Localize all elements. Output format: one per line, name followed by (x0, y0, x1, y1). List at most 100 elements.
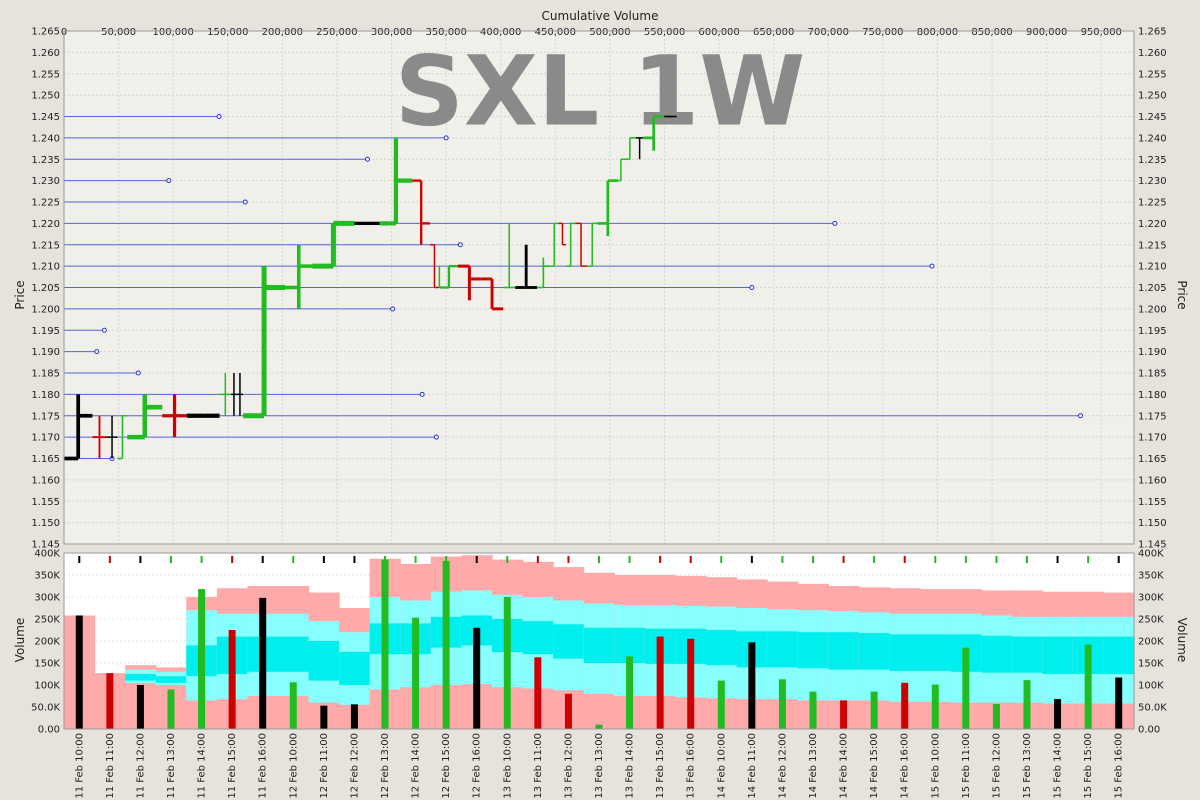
time-tick-label: 12 Feb 12:00 (349, 733, 360, 799)
price-tick-label-right: 1.145 (1138, 540, 1167, 551)
volume-band-inner (155, 676, 187, 683)
cumvol-tick-label: 150,000 (207, 27, 248, 38)
volume-bar (687, 638, 695, 729)
price-tick-label-right: 1.250 (1138, 91, 1167, 102)
time-tick-label: 15 Feb 10:00 (930, 733, 941, 799)
time-tick-label: 13 Feb 15:00 (655, 733, 666, 799)
time-tick-label: 13 Feb 12:00 (563, 733, 574, 799)
volume-band-inner (920, 634, 952, 671)
volume-tick-label-right: 350K (1138, 571, 1164, 582)
volume-bar (656, 636, 664, 729)
time-tick-label: 12 Feb 11:00 (319, 733, 330, 799)
volume-band-inner (889, 634, 921, 671)
price-tick-label-left: 1.165 (31, 454, 60, 465)
time-tick-label: 11 Feb 11:00 (105, 733, 116, 799)
time-tick-label: 13 Feb 16:00 (686, 733, 697, 799)
price-tick-label-right: 1.220 (1138, 219, 1167, 230)
price-level-marker (832, 220, 838, 226)
cumvol-tick-label: 200,000 (262, 27, 303, 38)
cumvol-tick-label: 700,000 (808, 27, 849, 38)
price-level-marker (749, 285, 755, 290)
time-tick-label: 12 Feb 15:00 (441, 733, 452, 799)
volume-tick-label-right: 50.0K (1138, 703, 1167, 714)
time-tick-label: 11 Feb 12:00 (135, 733, 146, 799)
price-tick-label-left: 1.205 (31, 283, 60, 294)
cumvol-tick-label: 400,000 (480, 27, 521, 38)
volume-bar (503, 597, 511, 729)
price-tick-label-left: 1.185 (31, 369, 60, 380)
price-tick-label-right: 1.265 (1138, 27, 1167, 38)
volume-band-inner (797, 632, 829, 669)
volume-bar (564, 693, 572, 729)
time-tick-label: 13 Feb 10:00 (502, 733, 513, 799)
volume-bar (412, 617, 420, 729)
volume-band-inner (767, 631, 799, 668)
price-tick-label-right: 1.245 (1138, 112, 1167, 123)
time-tick-label: 14 Feb 12:00 (777, 733, 788, 799)
cumvol-tick-label: 900,000 (1026, 27, 1067, 38)
volume-tick-label-left: 150K (34, 659, 60, 670)
volume-band-inner (278, 636, 310, 672)
volume-bar (381, 559, 389, 729)
price-level-marker (457, 242, 463, 248)
time-tick-label: 12 Feb 14:00 (411, 733, 422, 799)
volume-tick-label-right: 400K (1138, 549, 1164, 560)
axes: 1.145 1.145 1.150 1.150 1.155 1.155 1.160 1.160… (31, 27, 1167, 799)
time-tick-label: 15 Feb 15:00 (1083, 733, 1094, 799)
cumvol-tick-label: 350,000 (425, 27, 466, 38)
volume-bar (778, 679, 786, 729)
price-tick-label-left: 1.230 (31, 176, 60, 187)
volume-tick-label-left: 300K (34, 593, 60, 604)
price-tick-label-right: 1.170 (1138, 433, 1167, 444)
cumvol-tick-label: 850,000 (971, 27, 1012, 38)
price-tick-label-right: 1.190 (1138, 347, 1167, 358)
cumvol-tick-label: 600,000 (698, 27, 739, 38)
price-level-marker (94, 349, 100, 355)
cumvol-tick-label: 650,000 (753, 27, 794, 38)
time-tick-label: 12 Feb 13:00 (380, 733, 391, 799)
price-tick-label-left: 1.160 (31, 475, 60, 486)
volume-tick-label-right: 150K (1138, 659, 1164, 670)
volume-bar (870, 691, 878, 729)
ohlc-bars (64, 115, 677, 461)
price-level-marker (365, 156, 371, 162)
time-tick-label: 14 Feb 10:00 (716, 733, 727, 799)
price-level-marker (101, 327, 107, 333)
volume-band-inner (553, 624, 585, 659)
symbol-watermark: SXL 1W (395, 35, 805, 147)
price-tick-label-right: 1.195 (1138, 326, 1167, 337)
volume-band-inner (1042, 636, 1074, 674)
price-level-marker (135, 370, 141, 376)
time-tick-label: 14 Feb 13:00 (808, 733, 819, 799)
price-tick-label-left: 1.210 (31, 262, 60, 273)
price-tick-label-right: 1.160 (1138, 475, 1167, 486)
volume-band-inner (339, 652, 371, 685)
time-tick-label: 12 Feb 16:00 (472, 733, 483, 799)
cumvol-tick-label: 750,000 (862, 27, 903, 38)
volume-bar (1084, 644, 1092, 729)
time-tick-label: 14 Feb 14:00 (839, 733, 850, 799)
volume-tick-label-right: 0.00 (1138, 725, 1160, 736)
price-tick-label-left: 1.235 (31, 155, 60, 166)
volume-bar (962, 647, 970, 729)
price-level-marker (166, 178, 172, 184)
price-tick-label-left: 1.260 (31, 48, 60, 59)
time-tick-label: 14 Feb 11:00 (747, 733, 758, 799)
volume-tick-label-left: 350K (34, 571, 60, 582)
price-tick-label-right: 1.150 (1138, 518, 1167, 529)
time-tick-label: 14 Feb 15:00 (869, 733, 880, 799)
volume-tick-label-right: 250K (1138, 615, 1164, 626)
volume-band-inner (858, 633, 891, 670)
price-tick-label-left: 1.265 (31, 27, 60, 38)
price-axis-title-right: Price (1175, 280, 1189, 309)
cumvol-tick-label: 100,000 (153, 27, 194, 38)
volume-bar (75, 615, 83, 729)
price-tick-label-left: 1.155 (31, 497, 60, 508)
volume-bar (595, 724, 603, 729)
price-tick-label-right: 1.155 (1138, 497, 1167, 508)
volume-band-inner (828, 632, 860, 670)
time-tick-label: 13 Feb 14:00 (625, 733, 636, 799)
price-tick-label-right: 1.230 (1138, 176, 1167, 187)
price-tick-label-right: 1.235 (1138, 155, 1167, 166)
